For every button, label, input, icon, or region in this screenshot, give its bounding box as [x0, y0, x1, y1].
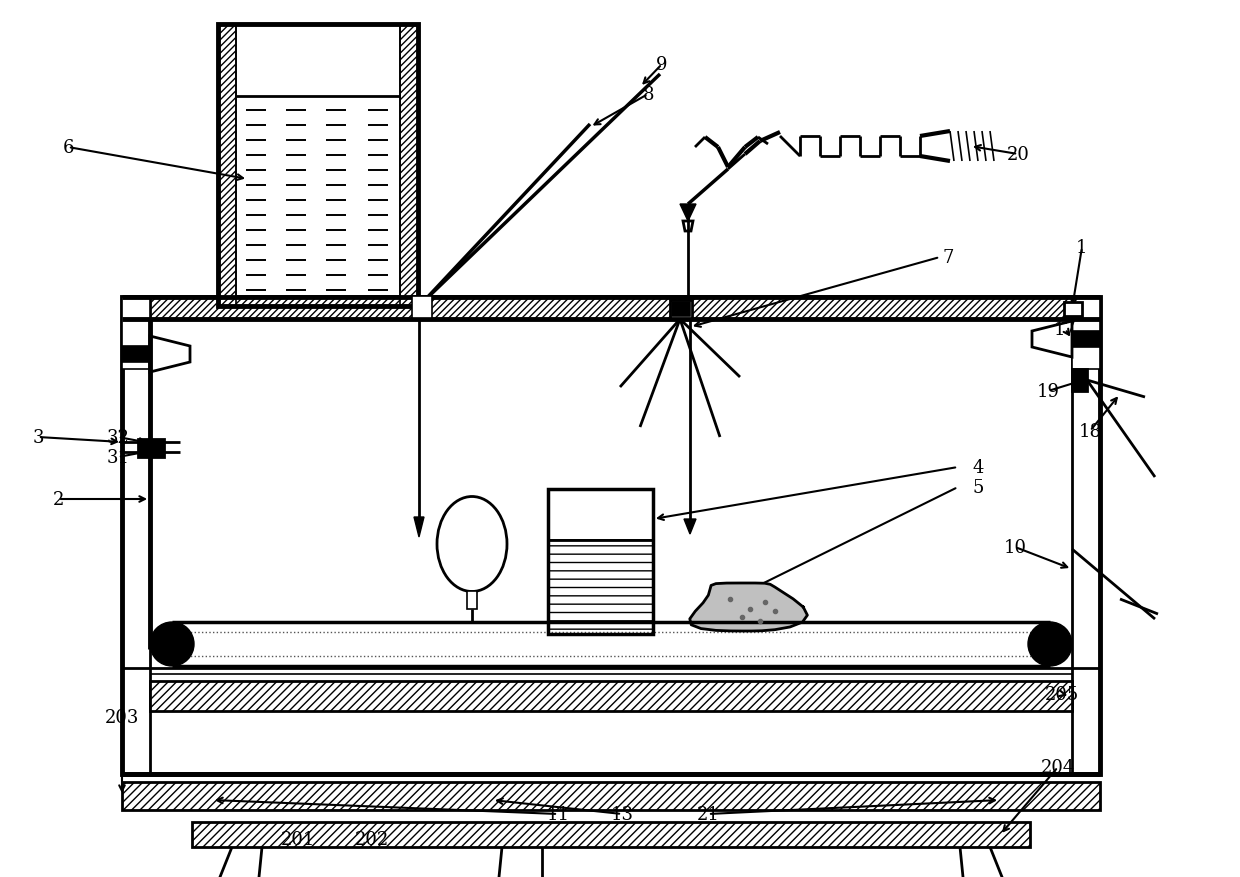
Bar	[192, 822, 1030, 847]
Bar	[1073, 297, 1100, 369]
Bar	[122, 346, 150, 362]
Bar	[218, 25, 236, 307]
Bar	[467, 591, 477, 610]
Bar	[138, 439, 164, 458]
Bar	[412, 296, 432, 318]
Text: 6: 6	[62, 139, 73, 157]
Text: 2: 2	[52, 490, 63, 509]
Bar	[548, 489, 653, 634]
Text: 31: 31	[107, 448, 129, 467]
Bar	[672, 303, 689, 317]
Bar	[548, 540, 653, 634]
Circle shape	[150, 623, 193, 667]
Text: 13: 13	[610, 805, 634, 823]
Text: 203: 203	[105, 709, 139, 726]
Circle shape	[1028, 623, 1073, 667]
Text: 7: 7	[942, 249, 954, 267]
Text: 3: 3	[32, 429, 43, 446]
Text: 5: 5	[972, 479, 983, 496]
Bar	[548, 489, 653, 540]
Text: 204: 204	[1040, 758, 1075, 776]
Text: 11: 11	[547, 805, 569, 823]
Text: 17: 17	[1054, 321, 1076, 339]
Text: 21: 21	[697, 805, 719, 823]
Text: 19: 19	[1037, 382, 1059, 401]
Polygon shape	[414, 517, 424, 538]
Text: 205: 205	[1045, 685, 1079, 703]
Bar	[122, 782, 1100, 810]
Polygon shape	[689, 583, 807, 631]
Polygon shape	[680, 204, 696, 222]
Text: 10: 10	[1003, 538, 1027, 556]
Text: 9: 9	[656, 56, 668, 74]
Bar	[401, 25, 418, 307]
Text: 18: 18	[1079, 423, 1101, 440]
Bar	[1064, 303, 1083, 317]
Bar	[122, 297, 1100, 319]
Text: 20: 20	[1007, 146, 1029, 164]
Text: 202: 202	[355, 830, 389, 848]
Bar	[1073, 332, 1100, 347]
Bar	[150, 681, 1073, 711]
Bar	[1073, 369, 1087, 391]
Text: 201: 201	[280, 830, 315, 848]
Text: 1: 1	[1076, 239, 1087, 257]
Text: 32: 32	[107, 429, 129, 446]
Text: 8: 8	[642, 86, 653, 103]
Text: 4: 4	[972, 459, 983, 476]
Bar	[122, 297, 150, 369]
Bar	[122, 297, 1100, 774]
Bar	[218, 25, 418, 307]
Polygon shape	[684, 519, 696, 534]
Bar	[670, 301, 692, 318]
